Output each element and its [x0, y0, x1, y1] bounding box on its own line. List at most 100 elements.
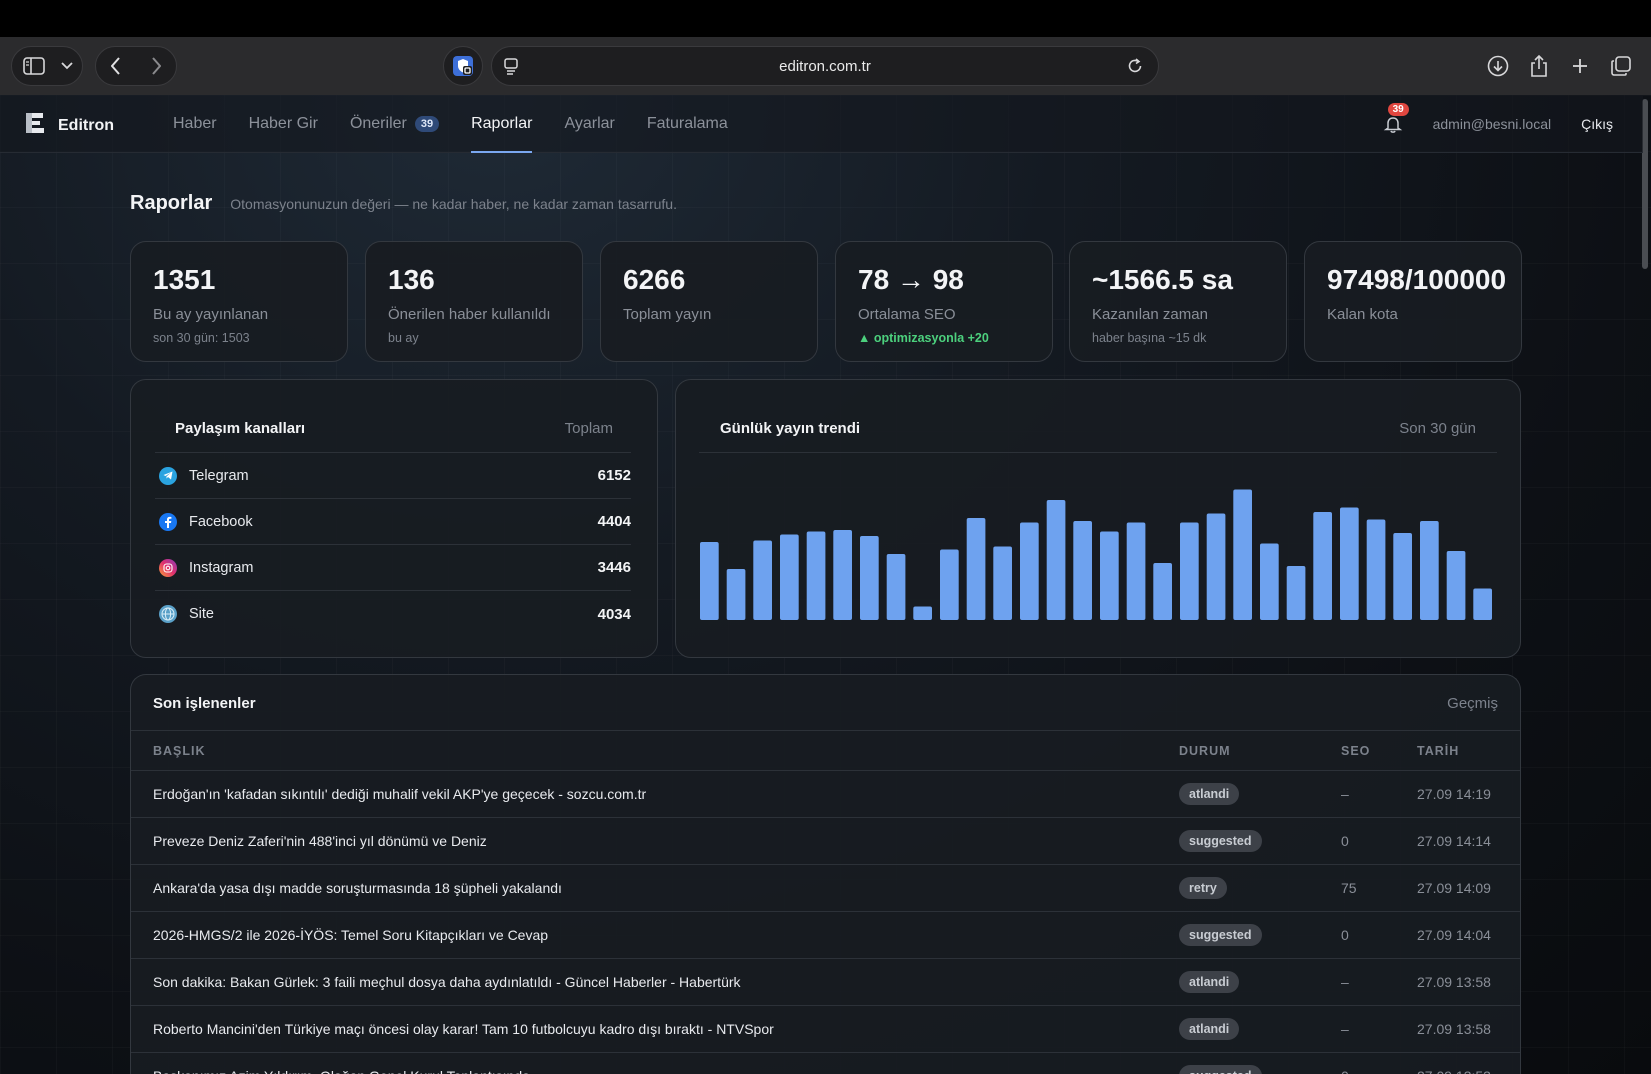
stat-card-time-saved: ~1566.5 sa Kazanılan zaman haber başına …	[1069, 241, 1287, 362]
row-date: 27.09 13:58	[1417, 958, 1520, 1006]
table-row[interactable]: Ankara'da yasa dışı madde soruşturmasınd…	[131, 864, 1520, 912]
row-seo: 0	[1341, 817, 1417, 865]
stat-sub: son 30 gün: 1503	[153, 331, 250, 345]
instagram-icon	[159, 558, 177, 577]
address-bar[interactable]: editron.com.tr	[491, 46, 1159, 86]
nav-item-haber[interactable]: Haber	[157, 95, 233, 153]
trend-title: Günlük yayın trendi	[720, 420, 861, 437]
nav-item-faturalama[interactable]: Faturalama	[631, 95, 744, 153]
share-icon[interactable]	[1518, 46, 1559, 86]
status-badge: suggested	[1179, 924, 1262, 946]
stat-card-average-seo: 78 → 98 Ortalama SEO ▲ optimizasyonla +2…	[835, 241, 1053, 362]
row-seo: 0	[1341, 1052, 1417, 1074]
recent-header: Son işlenenler Geçmiş	[153, 695, 1498, 712]
table-row[interactable]: Roberto Mancini'den Türkiye maçı öncesi …	[131, 1005, 1520, 1053]
stat-card-remaining-quota: 97498/100000 Kalan kota	[1304, 241, 1522, 362]
trend-bar	[700, 542, 719, 620]
trend-bar	[780, 534, 799, 620]
notification-badge: 39	[1387, 103, 1409, 116]
column-header-title[interactable]: BAŞLIK	[131, 730, 1179, 771]
new-tab-icon[interactable]	[1559, 46, 1600, 86]
history-nav-group	[95, 46, 177, 86]
back-icon[interactable]	[96, 46, 136, 86]
history-link[interactable]: Geçmiş	[1447, 695, 1498, 712]
row-title[interactable]: Son dakika: Bakan Gürlek: 3 faili meçhul…	[131, 958, 1179, 1006]
channel-row-facebook: Facebook 4404	[155, 499, 631, 545]
nav-item-oneriler[interactable]: Öneriler 39	[334, 95, 455, 153]
channel-name: Site	[189, 606, 214, 622]
notification-button[interactable]: 39	[1383, 103, 1409, 134]
nav-item-raporlar[interactable]: Raporlar	[455, 95, 548, 153]
stat-label: Önerilen haber kullanıldı	[388, 306, 551, 323]
row-title[interactable]: Preveze Deniz Zaferi'nin 488'inci yıl dö…	[131, 817, 1179, 865]
nav-item-label: Faturalama	[646, 115, 728, 132]
trend-bar	[1233, 489, 1252, 620]
trend-bar	[1126, 522, 1146, 620]
trend-divider	[699, 452, 1497, 453]
stat-label: Kalan kota	[1327, 306, 1398, 323]
sidebar-icon[interactable]	[12, 46, 56, 86]
stat-card-published-month: 1351 Bu ay yayınlanan son 30 gün: 1503	[130, 241, 348, 362]
row-seo: –	[1341, 958, 1417, 1006]
table-row[interactable]: Başkanımız Azim Yıldırım, Olağan Genel K…	[131, 1052, 1520, 1074]
trend-bar	[1180, 522, 1199, 620]
recent-processed-card: Son işlenenler Geçmiş BAŞLIK DURUM SEO T…	[130, 674, 1521, 1074]
stat-sub: bu ay	[388, 331, 419, 345]
trend-bar	[1313, 512, 1332, 620]
trend-bar	[1393, 533, 1412, 620]
table-row[interactable]: Son dakika: Bakan Gürlek: 3 faili meçhul…	[131, 958, 1520, 1006]
table-row[interactable]: Preveze Deniz Zaferi'nin 488'inci yıl dö…	[131, 817, 1520, 865]
trend-bar	[913, 606, 932, 620]
scrollbar[interactable]	[1642, 99, 1648, 269]
user-email: admin@besni.local	[1432, 116, 1552, 132]
chevron-down-icon[interactable]	[56, 46, 78, 86]
brand[interactable]: Editron	[24, 111, 114, 140]
row-title[interactable]: Ankara'da yasa dışı madde soruşturmasınd…	[131, 864, 1179, 912]
row-date: 27.09 14:09	[1417, 864, 1520, 912]
nav-item-label: Haber	[173, 115, 217, 132]
page-title: Raporlar	[130, 192, 213, 214]
screen-top-bar	[0, 0, 1651, 37]
trend-bar	[1473, 588, 1492, 620]
nav-user-area: 39 admin@besni.local Çıkış	[1383, 95, 1613, 153]
stat-label: Kazanılan zaman	[1092, 306, 1208, 323]
table-row[interactable]: Erdoğan'ın 'kafadan sıkıntılı' dediği mu…	[131, 770, 1520, 818]
trend-header: Günlük yayın trendi Son 30 gün	[720, 420, 1476, 437]
extension-icon[interactable]	[443, 46, 483, 86]
top-navigation: Editron Haber Haber Gir Öneriler 39 Rapor…	[0, 95, 1643, 153]
globe-icon	[159, 605, 177, 623]
stat-value: 136	[388, 264, 435, 295]
forward-icon[interactable]	[136, 46, 176, 86]
trend-bar	[1446, 551, 1466, 620]
reader-icon[interactable]	[502, 57, 520, 80]
column-header-status[interactable]: DURUM	[1179, 730, 1341, 771]
tabs-icon[interactable]	[1600, 46, 1641, 86]
row-seo: –	[1341, 770, 1417, 818]
row-date: 27.09 14:19	[1417, 770, 1520, 818]
trend-bar	[1420, 521, 1439, 620]
table-row[interactable]: 2026-HMGS/2 ile 2026-İYÖS: Temel Soru Ki…	[131, 911, 1520, 959]
row-title[interactable]: Başkanımız Azim Yıldırım, Olağan Genel K…	[131, 1052, 1179, 1074]
trend-bar	[806, 531, 826, 620]
column-header-date[interactable]: TARİH	[1417, 730, 1520, 771]
toolbar-actions	[1477, 46, 1641, 86]
channels-header: Paylaşım kanalları Toplam	[175, 420, 613, 437]
trend-bar	[833, 530, 852, 620]
reload-icon[interactable]	[1126, 57, 1144, 80]
download-icon[interactable]	[1477, 46, 1518, 86]
channel-row-site: Site 4034	[155, 591, 631, 637]
oneriler-count-badge: 39	[414, 116, 440, 132]
row-title[interactable]: Roberto Mancini'den Türkiye maçı öncesi …	[131, 1005, 1179, 1053]
trend-range: Son 30 gün	[1399, 420, 1476, 437]
trend-bar	[860, 536, 879, 620]
nav-item-haber-gir[interactable]: Haber Gir	[233, 95, 334, 153]
status-badge: suggested	[1179, 830, 1262, 852]
recent-title: Son işlenenler	[153, 695, 256, 712]
row-seo: –	[1341, 1005, 1417, 1053]
row-title[interactable]: Erdoğan'ın 'kafadan sıkıntılı' dediği mu…	[131, 770, 1179, 818]
channels-list: Telegram 6152 Facebook 4404 Instagram 34…	[155, 452, 631, 637]
logout-link[interactable]: Çıkış	[1581, 116, 1613, 132]
nav-item-ayarlar[interactable]: Ayarlar	[548, 95, 630, 153]
column-header-seo[interactable]: SEO	[1341, 730, 1417, 771]
row-title[interactable]: 2026-HMGS/2 ile 2026-İYÖS: Temel Soru Ki…	[131, 911, 1179, 959]
